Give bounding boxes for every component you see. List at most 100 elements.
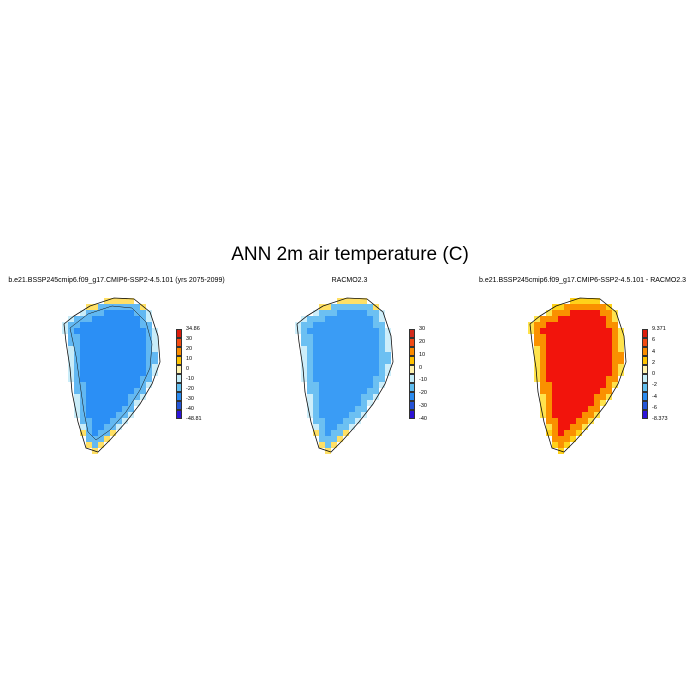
colorbar-tick-label: -4 bbox=[652, 393, 657, 400]
grid-cell bbox=[128, 304, 134, 310]
grid-cell bbox=[331, 430, 337, 436]
grid-cell bbox=[307, 352, 313, 358]
grid-cell bbox=[594, 298, 600, 304]
grid-cell bbox=[379, 334, 385, 340]
grid-cell bbox=[331, 388, 337, 394]
grid-cell bbox=[582, 400, 588, 406]
grid-cell bbox=[618, 370, 624, 376]
grid-cell bbox=[564, 388, 570, 394]
grid-cell bbox=[600, 388, 606, 394]
grid-cell bbox=[558, 442, 564, 448]
grid-cell bbox=[110, 352, 116, 358]
grid-cell bbox=[361, 388, 367, 394]
grid-cell bbox=[540, 322, 546, 328]
grid-cell bbox=[588, 340, 594, 346]
grid-cell bbox=[92, 382, 98, 388]
grid-cell bbox=[104, 370, 110, 376]
grid-cell bbox=[546, 340, 552, 346]
grid-cell bbox=[319, 406, 325, 412]
grid-cell bbox=[325, 442, 331, 448]
grid-cell bbox=[564, 436, 570, 442]
grid-cell bbox=[594, 304, 600, 310]
grid-cell bbox=[128, 370, 134, 376]
grid-cell bbox=[146, 352, 152, 358]
grid-cell bbox=[564, 322, 570, 328]
grid-cell bbox=[606, 358, 612, 364]
grid-cell bbox=[319, 436, 325, 442]
grid-cell bbox=[558, 436, 564, 442]
grid-cell bbox=[576, 364, 582, 370]
grid-cell bbox=[379, 352, 385, 358]
grid-cell bbox=[104, 298, 110, 304]
grid-cell bbox=[594, 346, 600, 352]
grid-cell bbox=[606, 394, 612, 400]
grid-cell bbox=[355, 370, 361, 376]
grid-cell bbox=[86, 394, 92, 400]
grid-cell bbox=[98, 430, 104, 436]
colorbar-tick-label: 9.371 bbox=[652, 326, 666, 332]
grid-cell bbox=[564, 430, 570, 436]
colorbar-tick-label: -8.373 bbox=[652, 416, 668, 422]
grid-cell bbox=[588, 328, 594, 334]
grid-cell bbox=[86, 406, 92, 412]
grid-cell bbox=[546, 364, 552, 370]
grid-cell bbox=[307, 376, 313, 382]
grid-cell bbox=[564, 352, 570, 358]
grid-cell bbox=[116, 400, 122, 406]
grid-cell bbox=[74, 322, 80, 328]
grid-cell bbox=[92, 316, 98, 322]
grid-cell bbox=[104, 382, 110, 388]
grid-cell bbox=[128, 376, 134, 382]
grid-cell bbox=[116, 334, 122, 340]
grid-cell bbox=[92, 364, 98, 370]
grid-cell bbox=[122, 328, 128, 334]
grid-cell bbox=[319, 400, 325, 406]
grid-cell bbox=[337, 364, 343, 370]
grid-cell bbox=[92, 346, 98, 352]
colorbar-tick-label: -6 bbox=[652, 404, 657, 411]
grid-cell bbox=[361, 340, 367, 346]
grid-cell bbox=[582, 310, 588, 316]
colorbar-tick-label: 0 bbox=[419, 364, 423, 371]
grid-cell bbox=[564, 328, 570, 334]
grid-cell bbox=[612, 346, 618, 352]
grid-cell bbox=[325, 430, 331, 436]
grid-cell bbox=[367, 358, 373, 364]
grid-cell bbox=[331, 394, 337, 400]
grid-cell bbox=[331, 310, 337, 316]
grid-cell bbox=[612, 316, 618, 322]
grid-cell bbox=[331, 406, 337, 412]
grid-cell bbox=[122, 418, 128, 424]
grid-cell bbox=[606, 352, 612, 358]
grid-cell bbox=[86, 352, 92, 358]
grid-cell bbox=[558, 352, 564, 358]
grid-cell bbox=[68, 316, 74, 322]
grid-cell bbox=[98, 388, 104, 394]
grid-cell bbox=[116, 310, 122, 316]
grid-cell bbox=[319, 442, 325, 448]
grid-cell bbox=[116, 322, 122, 328]
grid-cell bbox=[355, 358, 361, 364]
grid-cell bbox=[379, 322, 385, 328]
grid-cell bbox=[588, 304, 594, 310]
grid-cell bbox=[74, 388, 80, 394]
grid-cell bbox=[331, 328, 337, 334]
grid-cell bbox=[116, 412, 122, 418]
grid-cell bbox=[140, 334, 146, 340]
grid-cell bbox=[361, 370, 367, 376]
colorbar-segment bbox=[176, 365, 182, 374]
grid-cell bbox=[558, 400, 564, 406]
grid-cell bbox=[98, 382, 104, 388]
grid-cell bbox=[337, 316, 343, 322]
grid-cell bbox=[343, 298, 349, 304]
grid-cell bbox=[546, 352, 552, 358]
grid-cell bbox=[92, 430, 98, 436]
grid-cell bbox=[540, 340, 546, 346]
grid-cell bbox=[337, 298, 343, 304]
grid-cell bbox=[379, 328, 385, 334]
grid-cell bbox=[116, 298, 122, 304]
grid-cell bbox=[128, 310, 134, 316]
grid-cell bbox=[576, 382, 582, 388]
grid-cell bbox=[349, 352, 355, 358]
grid-cell bbox=[576, 316, 582, 322]
